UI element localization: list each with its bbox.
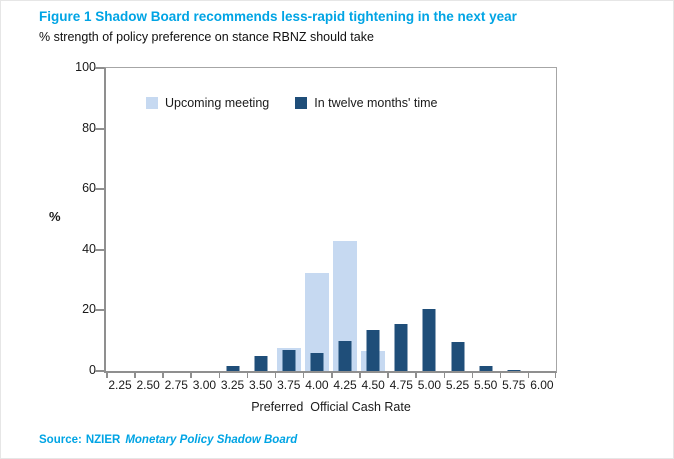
x-tick-mark	[134, 373, 136, 378]
y-axis-tick-labels: 0 20 40 60 80 100	[46, 60, 96, 377]
x-tick-label-3.75: 3.75	[277, 378, 301, 392]
figure-subtitle: % strength of policy preference on stanc…	[39, 30, 374, 44]
x-tick-mark	[274, 373, 277, 378]
y-tick-mark	[95, 127, 104, 130]
legend-swatch-twelve-months	[295, 97, 308, 109]
x-tick-mark	[162, 373, 164, 378]
y-tick-mark	[95, 67, 104, 69]
bar-twelve-months-4.00	[310, 352, 324, 371]
x-tick-mark	[218, 373, 220, 378]
x-axis-labels: 2.25 2.50 2.75 3.00 3.25 3.50 3.75 4.00 4.25 4.50…	[106, 378, 556, 394]
x-tick-mark	[499, 373, 502, 378]
bar-group-4.00	[303, 68, 331, 371]
legend: Upcoming meeting In twelve months' time	[146, 96, 438, 110]
x-tick-label-2.25: 2.25	[108, 378, 132, 392]
plot-area: Upcoming meeting In twelve months' time	[95, 67, 557, 378]
y-tick-label-80: 80	[82, 120, 96, 135]
x-axis-tick-marks	[106, 373, 556, 378]
bar-group-3.50	[247, 68, 275, 371]
source-line: Source: NZIER Monetary Policy Shadow Board	[39, 434, 297, 446]
bar-group-2.50	[134, 68, 162, 371]
source-org: NZIER	[85, 434, 121, 446]
legend-item-twelve-months: In twelve months' time	[295, 96, 438, 110]
bar-group-2.25	[106, 68, 134, 371]
bar-group-5.50	[472, 68, 500, 371]
bar-twelve-months-3.25	[226, 366, 240, 371]
y-tick-mark	[95, 248, 104, 251]
x-tick-label-3.00: 3.00	[192, 378, 217, 392]
x-tick-label-4.25: 4.25	[333, 378, 357, 392]
x-tick-mark	[554, 373, 556, 378]
x-tick-label-3.50: 3.50	[249, 378, 273, 392]
x-tick-label-5.75: 5.75	[502, 378, 526, 392]
bar-group-4.75	[387, 68, 415, 371]
y-tick-mark	[95, 309, 104, 312]
x-tick-mark	[106, 373, 108, 378]
y-axis-label: %	[49, 209, 61, 224]
x-tick-label-6.00: 6.00	[530, 378, 554, 392]
bar-twelve-months-5.50	[479, 366, 493, 371]
bar-group-4.50	[359, 68, 387, 371]
x-tick-label-4.75: 4.75	[389, 378, 413, 392]
legend-label-twelve-months: In twelve months' time	[314, 96, 438, 110]
bar-group-5.00	[415, 68, 443, 371]
x-tick-mark	[246, 373, 249, 378]
x-tick-label-4.00: 4.00	[305, 378, 329, 392]
bar-twelve-months-3.75	[282, 349, 296, 371]
x-tick-label-3.25: 3.25	[220, 378, 245, 392]
x-tick-mark	[527, 373, 530, 378]
bar-group-3.25	[219, 68, 247, 371]
legend-swatch-upcoming-meeting	[146, 97, 158, 109]
x-tick-label-4.50: 4.50	[361, 378, 385, 392]
legend-label-upcoming-meeting: Upcoming meeting	[165, 96, 270, 110]
bar-twelve-months-4.50	[366, 330, 380, 371]
bar-group-3.00	[190, 68, 218, 371]
x-tick-mark	[415, 373, 417, 378]
x-tick-label-2.75: 2.75	[164, 378, 188, 392]
bar-group-4.25	[331, 68, 359, 371]
bar-twelve-months-4.75	[394, 324, 408, 371]
bar-group-2.75	[162, 68, 190, 371]
x-tick-mark	[359, 373, 361, 378]
bar-twelve-months-5.75	[507, 369, 521, 371]
x-tick-label-5.25: 5.25	[445, 378, 470, 392]
x-tick-mark	[471, 373, 474, 378]
y-tick-label-60: 60	[82, 181, 96, 196]
y-tick-mark	[95, 370, 104, 372]
bar-twelve-months-3.50	[254, 355, 268, 371]
x-tick-mark	[190, 373, 192, 378]
bars	[106, 68, 556, 371]
y-tick-label-100: 100	[75, 60, 96, 74]
y-tick-label-0: 0	[89, 363, 96, 377]
source-work: Monetary Policy Shadow Board	[125, 434, 298, 446]
legend-item-upcoming-meeting: Upcoming meeting	[146, 96, 269, 110]
bar-twelve-months-5.25	[451, 342, 465, 371]
y-axis-tick-marks	[95, 67, 104, 372]
y-tick-label-40: 40	[82, 241, 96, 256]
figure-title: Figure 1 Shadow Board recommends less-ra…	[39, 9, 517, 24]
x-tick-mark	[302, 373, 305, 378]
bar-group-6.00	[528, 68, 556, 371]
bar-group-5.25	[444, 68, 472, 371]
bar-group-3.75	[275, 68, 303, 371]
x-tick-label-5.00: 5.00	[417, 378, 442, 392]
x-axis-title: Preferred Official Cash Rate	[251, 400, 411, 414]
x-tick-label-2.50: 2.50	[136, 378, 160, 392]
y-tick-mark	[95, 188, 104, 191]
x-tick-label-5.50: 5.50	[474, 378, 498, 392]
x-tick-mark	[443, 373, 445, 378]
y-tick-label-20: 20	[82, 302, 96, 317]
x-tick-mark	[331, 373, 333, 378]
bar-twelve-months-5.00	[422, 308, 436, 371]
bar-twelve-months-4.25	[338, 340, 352, 371]
x-tick-mark	[387, 373, 389, 378]
source-label: Source:	[39, 434, 82, 446]
bar-group-5.75	[500, 68, 528, 371]
